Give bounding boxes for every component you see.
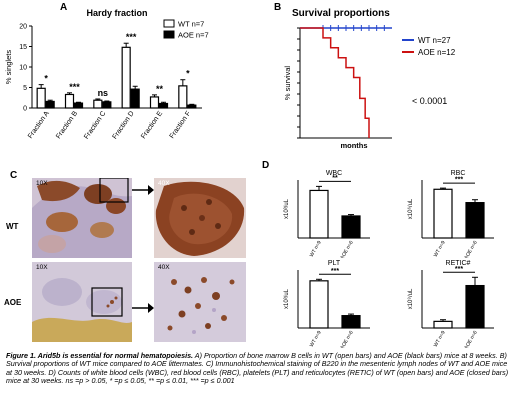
aoe-10x-image: 10X [32,262,132,342]
arrow-icon [132,185,154,195]
bar [433,320,453,329]
histology-panel: WT AOE 10X 40X [0,178,258,348]
x-tick-label: WT n=9 [433,330,447,348]
chart-hardy-fraction: Hardy fraction 0 5 10 15 20 % singlets * Fractio… [4,8,209,141]
significance-label: * [186,69,190,79]
legend-swatch [163,30,175,39]
magnification-label: 10X [36,180,48,187]
bar [93,99,103,109]
bar [64,93,75,109]
bar [73,102,84,109]
bar [309,189,329,239]
x-tick-label: Fraction D [112,110,136,140]
chart-title: Survival proportions [292,8,390,19]
chart-title: RETIC# [446,260,471,267]
y-tick-label: 20 [19,24,27,31]
wt-10x-image: 10X [32,178,132,258]
significance-label: *** [455,266,463,273]
y-axis-label: x10⁹/uL [407,288,414,309]
legend-swatch [163,19,175,28]
bar [36,87,46,109]
y-tick-label: 5 [23,85,27,92]
chart-title: WBC [326,170,342,177]
x-tick-label: Fraction C [83,110,107,140]
y-axis-label: % singlets [4,50,13,84]
bar [433,188,453,239]
y-axis-label: % survival [283,66,292,101]
significance-label: ** [332,175,338,182]
x-tick-label: WT n=9 [309,330,323,348]
bar [149,96,160,109]
significance-label: ns [98,88,109,98]
significance-label: ** [156,84,164,94]
survival-line [300,27,370,138]
chart-survival-proportions: Survival proportions % survival months WT n… [283,8,456,150]
panel-letter-b: B [274,2,282,13]
magnification-label: 40X [158,264,170,271]
panel-letter-a: A [60,2,68,13]
zoom-box [99,178,129,203]
row-label-wt: WT [6,222,19,231]
y-axis-label: x10³/uL [284,198,290,219]
x-tick-label: Fraction A [27,110,51,140]
panel-letter-c: C [10,170,18,181]
bar [341,315,361,329]
chart-title: Hardy fraction [86,8,147,18]
legend-label: AOE n=12 [418,48,456,57]
bar [102,101,112,109]
y-axis-label: x10³/uL [284,288,290,309]
wt-40x-image: 40X [154,178,246,258]
legend-label: AOE n=7 [178,31,209,40]
bar [465,284,485,329]
y-tick-label: 15 [19,44,27,51]
chart-title: RBC [451,170,466,177]
significance-label: * [44,74,48,84]
bar [158,102,169,109]
arrow-icon [132,303,154,313]
significance-label: *** [126,32,137,42]
chart-title: PLT [328,260,341,267]
x-tick-label: AOE n=6 [339,330,355,348]
bar [187,104,197,109]
y-tick-label: 10 [19,65,27,72]
y-axis-label: x10⁶/uL [407,198,414,219]
bar [130,88,140,109]
magnification-label: 40X [158,180,170,187]
bar [309,280,329,329]
bar [178,85,188,109]
caption-body: A) Proportion of bone marrow B cells in … [6,351,509,386]
p-value-annotation: < 0.0001 [412,96,447,106]
bar [121,46,131,109]
legend-label: WT n=7 [178,20,204,29]
row-label-aoe: AOE [4,298,22,307]
magnification-label: 10X [36,264,48,271]
zoom-box [91,287,123,317]
x-tick-label: Fraction B [55,110,79,140]
caption-lead: Figure 1. Arid5b is essential for normal… [6,351,194,360]
y-tick-label: 0 [23,106,27,113]
x-tick-label: Fraction F [169,110,193,140]
x-axis-label: months [340,141,367,150]
x-tick-label: Fraction E [140,110,164,140]
bar [45,100,55,109]
significance-label: *** [455,177,463,184]
figure-caption: Figure 1. Arid5b is essential for normal… [6,351,514,386]
panel-letter-d: D [262,160,270,171]
significance-label: *** [69,82,80,92]
x-tick-label: AOE n=6 [463,330,479,348]
significance-label: *** [331,268,339,275]
chart-plt: PLT x10³/uL WT n=9 AOE n=6 *** [284,260,370,348]
bar [341,215,361,239]
bar [465,202,485,239]
chart-retic: RETIC# x10⁹/uL WT n=9 AOE n=6 *** [407,260,494,348]
aoe-40x-image: 40X [154,262,246,342]
legend-label: WT n=27 [418,36,451,45]
